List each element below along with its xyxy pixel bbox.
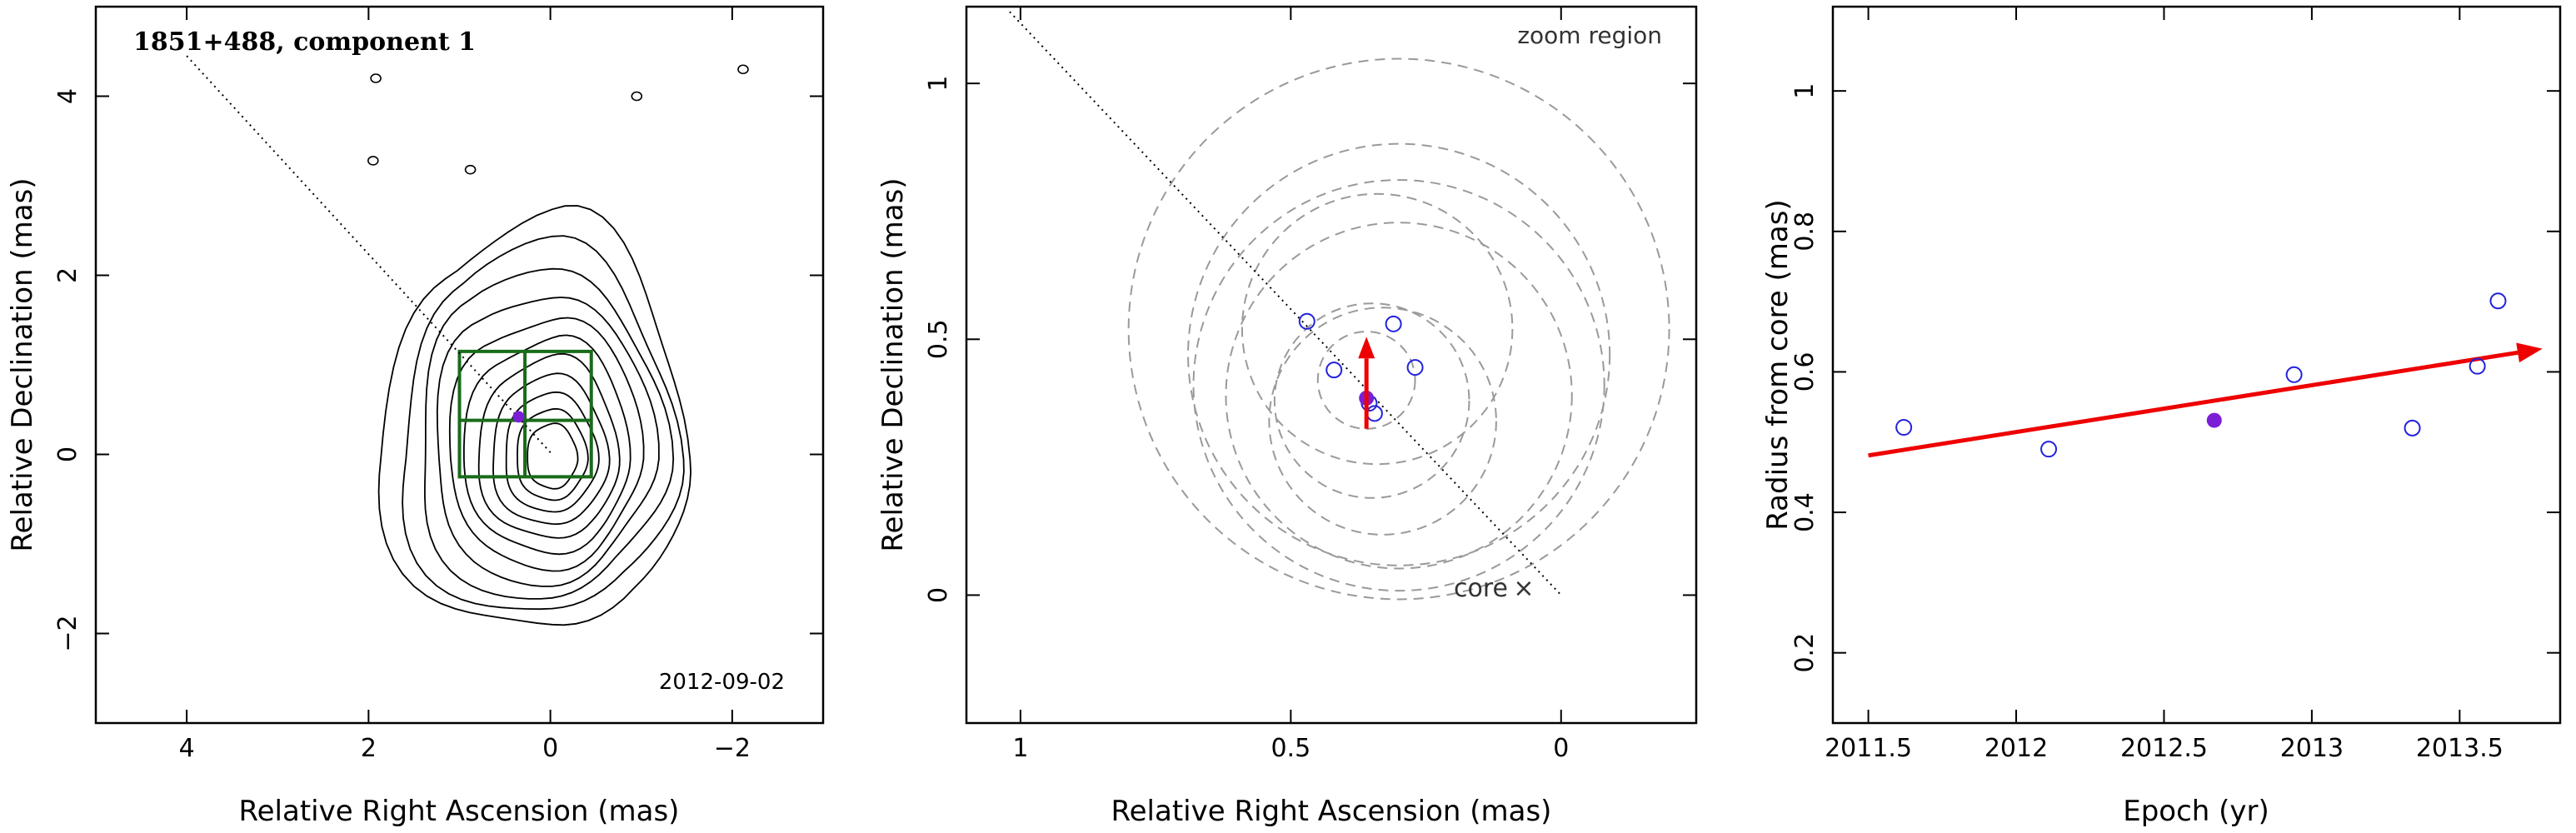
panel-radius-vs-epoch: 2011.5 2012 2012.5 2013 2013.5 0.2 0.4 0.6 0.8 1… xyxy=(1761,5,2562,828)
contour-level xyxy=(505,391,600,513)
panel3-frame xyxy=(1831,5,2562,725)
panel-zoom-region: 1 0.5 0 00.51 zoom region core × Relative … xyxy=(876,5,1698,828)
radius-point xyxy=(2489,292,2507,310)
dashed-circle xyxy=(1192,178,1605,592)
x-tick-label: 2011.5 xyxy=(1825,734,1912,763)
x-tick-label: 2013 xyxy=(2280,734,2344,763)
panel3-y-axis-label: Radius from core (mas) xyxy=(1761,199,1795,530)
dashed-circle xyxy=(1241,192,1514,466)
y-tick-label: 0.5 xyxy=(924,319,953,359)
core-label: core xyxy=(1454,574,1508,603)
contour-level xyxy=(436,297,660,587)
radius-points xyxy=(1895,292,2507,458)
component-dot xyxy=(512,411,525,423)
x-tick-label: 2012.5 xyxy=(2120,734,2208,763)
component-marker xyxy=(512,411,525,423)
isolated-contour xyxy=(631,91,643,102)
y-tick-label: 2 xyxy=(53,267,82,283)
y-ticks: −2 0 2 4 xyxy=(53,88,823,652)
x-ticks: 2011.5 2012 2012.5 2013 2013.5 xyxy=(1825,7,2504,763)
isolated-contour xyxy=(737,64,749,75)
x-ticks: 4 2 0 −2 xyxy=(179,7,751,763)
epoch-position xyxy=(1325,362,1343,379)
core-marker: × xyxy=(1513,574,1534,603)
y-ticks: 0.2 0.4 0.6 0.8 1 xyxy=(1790,83,2560,673)
contour-level xyxy=(377,205,692,626)
epoch-label: 2012-09-02 xyxy=(659,670,785,695)
isolated-contour xyxy=(370,73,382,83)
contour-level xyxy=(477,352,621,539)
isolated-contour xyxy=(464,164,477,175)
y-tick-label: 1 xyxy=(924,76,953,92)
y-tick-label: 1 xyxy=(1790,83,1820,99)
trend-arrow xyxy=(1868,342,2543,458)
y-tick-label: 0.2 xyxy=(1790,633,1820,673)
x-tick-label: 0.5 xyxy=(1271,734,1310,763)
panel1-title: 1851+488, component 1 xyxy=(133,27,476,57)
y-tick-label: −2 xyxy=(53,615,82,651)
x-tick-label: 0 xyxy=(1553,734,1569,763)
isolated-contour xyxy=(367,156,379,166)
dashed-circle xyxy=(1273,302,1470,499)
x-tick-label: 2013.5 xyxy=(2416,734,2504,763)
x-tick-label: 1 xyxy=(1012,734,1028,763)
y-ticks: 00.51 xyxy=(924,76,1696,603)
y-tick-label: 4 xyxy=(53,88,82,104)
contour-level xyxy=(463,334,632,556)
panel-contour-map: 4 2 0 −2 −2 0 2 4 1851+488, component 1 2012-0… xyxy=(6,5,825,828)
dashed-circle xyxy=(1225,222,1573,570)
radius-point xyxy=(1895,419,1913,436)
y-tick-label: 0.4 xyxy=(1790,492,1820,532)
contour-level xyxy=(448,317,645,572)
epoch-position xyxy=(1406,359,1424,377)
x-ticks: 1 0.5 0 xyxy=(1012,7,1569,763)
contour-level xyxy=(402,235,685,611)
contour-level xyxy=(527,422,579,490)
x-tick-label: 2 xyxy=(361,734,377,763)
panel1-frame xyxy=(94,5,825,725)
radius-point xyxy=(2404,419,2421,436)
motion-arrow-head xyxy=(1358,337,1375,359)
panel3-x-axis-label: Epoch (yr) xyxy=(2123,795,2269,828)
x-tick-label: 0 xyxy=(542,734,558,763)
component-positions xyxy=(1298,312,1424,422)
x-tick-label: 2012 xyxy=(1984,734,2048,763)
epoch-position xyxy=(1385,315,1402,332)
contour-level xyxy=(492,372,611,526)
dashed-circle xyxy=(1187,142,1611,566)
dashed-circle xyxy=(1127,57,1670,601)
panel2-x-axis-label: Relative Right Ascension (mas) xyxy=(1111,795,1552,828)
panel2-frame xyxy=(965,5,1698,725)
y-tick-label: 0 xyxy=(924,587,953,603)
direction-line xyxy=(186,55,553,456)
current-epoch-point xyxy=(2206,412,2222,428)
x-tick-label: −2 xyxy=(714,734,751,763)
jet-direction-line xyxy=(186,55,553,456)
dashed-circle xyxy=(1316,331,1416,430)
panel2-y-axis-label: Relative Declination (mas) xyxy=(876,177,910,551)
panel1-y-axis-label: Relative Declination (mas) xyxy=(6,177,39,551)
fit-grid-boxes xyxy=(457,349,593,479)
radius-point xyxy=(2469,357,2486,375)
radius-point xyxy=(2040,441,2058,458)
jet-direction-line xyxy=(1009,11,1562,596)
trend-arrow-shaft xyxy=(1868,350,2519,458)
dashed-circles xyxy=(1127,57,1670,601)
dashed-circle xyxy=(1268,307,1497,536)
contour-layer xyxy=(367,64,749,626)
direction-line xyxy=(1009,11,1562,596)
y-tick-label: 0.6 xyxy=(1790,352,1820,392)
panel1-x-axis-label: Relative Right Ascension (mas) xyxy=(239,795,680,828)
zoom-region-label: zoom region xyxy=(1517,22,1662,49)
contour-level xyxy=(517,407,589,501)
motion-arrow xyxy=(1358,337,1375,429)
trend-arrow-head xyxy=(2516,342,2543,363)
x-tick-label: 4 xyxy=(179,734,195,763)
epoch-position xyxy=(1298,312,1315,330)
y-tick-label: 0 xyxy=(53,446,82,462)
contour-level xyxy=(423,267,675,600)
y-tick-label: 0.8 xyxy=(1790,212,1820,252)
radius-point xyxy=(2285,366,2303,383)
